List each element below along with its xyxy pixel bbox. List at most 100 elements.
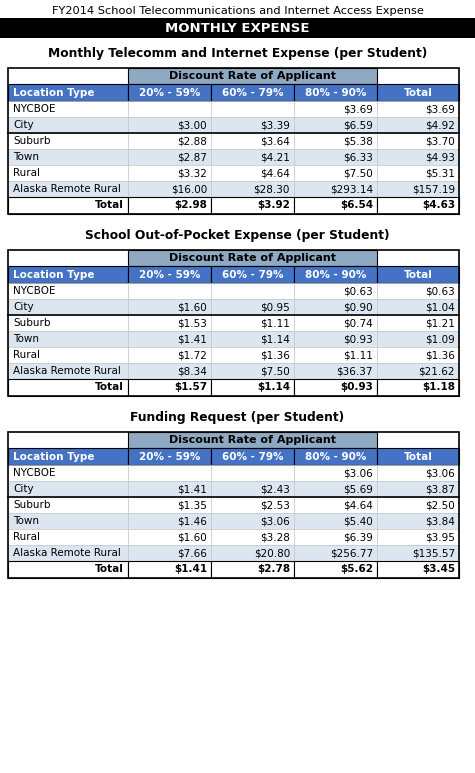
Text: $0.93: $0.93	[343, 334, 373, 344]
Text: $3.39: $3.39	[260, 120, 290, 130]
Text: $3.95: $3.95	[425, 532, 455, 542]
Bar	[8, 363, 128, 379]
Bar	[211, 497, 294, 513]
Bar	[294, 149, 377, 165]
Text: $7.66: $7.66	[177, 548, 207, 558]
Bar	[377, 448, 459, 465]
Bar	[8, 84, 128, 101]
Bar	[128, 181, 211, 197]
Bar	[128, 84, 211, 101]
Text: Total: Total	[95, 564, 124, 574]
Text: $0.63: $0.63	[425, 286, 455, 296]
Text: $5.38: $5.38	[343, 136, 373, 146]
Bar	[128, 513, 211, 529]
Text: $6.39: $6.39	[343, 532, 373, 542]
Bar	[128, 266, 211, 283]
Bar	[377, 513, 459, 529]
Text: Rural: Rural	[13, 532, 40, 542]
Bar	[8, 481, 128, 497]
Bar	[377, 545, 459, 561]
Text: Discount Rate of Applicant: Discount Rate of Applicant	[169, 71, 336, 81]
Bar	[377, 149, 459, 165]
Bar	[211, 481, 294, 497]
Bar	[8, 561, 128, 578]
Text: $4.63: $4.63	[422, 200, 455, 210]
Bar	[8, 68, 459, 214]
Text: $3.32: $3.32	[177, 168, 207, 178]
Text: Location Type: Location Type	[13, 270, 95, 280]
Text: Total: Total	[404, 270, 432, 280]
Bar	[128, 315, 211, 331]
Bar	[294, 465, 377, 481]
Text: $2.78: $2.78	[257, 564, 290, 574]
Bar	[8, 347, 128, 363]
Bar	[377, 84, 459, 101]
Text: 20% - 59%: 20% - 59%	[139, 87, 200, 97]
Text: Alaska Remote Rural: Alaska Remote Rural	[13, 366, 121, 376]
Text: $7.50: $7.50	[343, 168, 373, 178]
Text: $0.93: $0.93	[340, 383, 373, 393]
Text: City: City	[13, 484, 34, 494]
Bar	[128, 101, 211, 117]
Bar	[128, 529, 211, 545]
Text: 60% - 79%: 60% - 79%	[222, 451, 283, 461]
Text: $0.95: $0.95	[260, 302, 290, 312]
Text: Total: Total	[404, 87, 432, 97]
Bar	[128, 331, 211, 347]
Text: $0.90: $0.90	[343, 302, 373, 312]
Bar	[211, 331, 294, 347]
Bar	[377, 497, 459, 513]
Bar	[294, 545, 377, 561]
Bar	[294, 379, 377, 396]
Bar	[377, 283, 459, 299]
Text: $6.54: $6.54	[340, 200, 373, 210]
Text: $1.60: $1.60	[177, 532, 207, 542]
Text: MONTHLY EXPENSE: MONTHLY EXPENSE	[165, 22, 310, 35]
Text: $2.88: $2.88	[177, 136, 207, 146]
Text: $1.14: $1.14	[260, 334, 290, 344]
Text: Rural: Rural	[13, 168, 40, 178]
Text: $20.80: $20.80	[254, 548, 290, 558]
Text: Suburb: Suburb	[13, 500, 50, 510]
Bar	[377, 363, 459, 379]
Text: $3.06: $3.06	[343, 468, 373, 478]
Bar	[377, 197, 459, 214]
Text: $135.57: $135.57	[412, 548, 455, 558]
Text: 80% - 90%: 80% - 90%	[305, 87, 366, 97]
Bar	[128, 448, 211, 465]
Text: $1.11: $1.11	[343, 350, 373, 360]
Text: $1.53: $1.53	[177, 318, 207, 328]
Bar	[211, 465, 294, 481]
Text: $5.69: $5.69	[343, 484, 373, 494]
Bar	[8, 432, 459, 578]
Bar	[211, 448, 294, 465]
Bar	[128, 497, 211, 513]
Text: $1.41: $1.41	[174, 564, 207, 574]
Text: 60% - 79%: 60% - 79%	[222, 270, 283, 280]
Text: $3.84: $3.84	[425, 516, 455, 526]
Text: Town: Town	[13, 516, 39, 526]
Text: City: City	[13, 120, 34, 130]
Bar	[294, 561, 377, 578]
Bar	[377, 379, 459, 396]
Text: $36.37: $36.37	[336, 366, 373, 376]
Text: $256.77: $256.77	[330, 548, 373, 558]
Bar	[0, 18, 475, 38]
Text: NYCBOE: NYCBOE	[13, 104, 56, 114]
Bar	[294, 84, 377, 101]
Bar	[128, 117, 211, 133]
Text: Location Type: Location Type	[13, 87, 95, 97]
Text: $3.64: $3.64	[260, 136, 290, 146]
Text: $3.69: $3.69	[425, 104, 455, 114]
Text: $293.14: $293.14	[330, 184, 373, 194]
Bar	[377, 299, 459, 315]
Bar	[211, 513, 294, 529]
Bar	[128, 545, 211, 561]
Text: $3.28: $3.28	[260, 532, 290, 542]
Bar	[128, 379, 211, 396]
Text: $1.46: $1.46	[177, 516, 207, 526]
Bar	[211, 545, 294, 561]
Bar	[128, 481, 211, 497]
Text: $21.62: $21.62	[418, 366, 455, 376]
Bar	[294, 347, 377, 363]
